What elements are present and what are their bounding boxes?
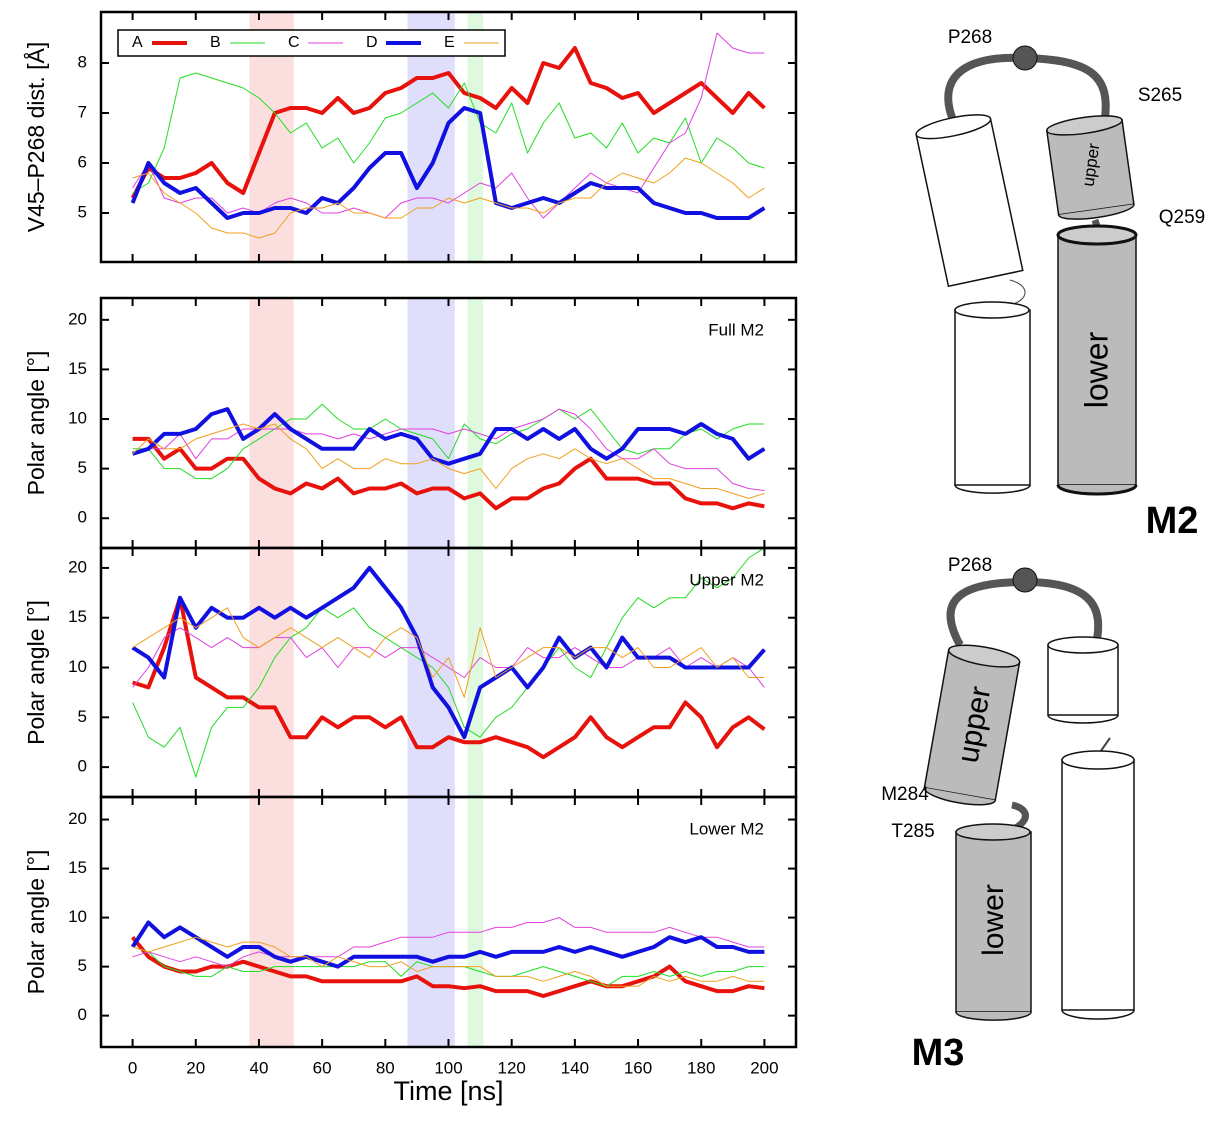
highlight-band [467, 548, 484, 797]
label: lower [977, 884, 1010, 956]
series-line [131, 407, 766, 466]
legend-label: B [210, 34, 221, 51]
x-tick-label: 40 [249, 1058, 268, 1077]
highlight-band [467, 797, 484, 1047]
panel-annotation: Full M2 [708, 320, 764, 339]
label: Q259 [1159, 207, 1205, 228]
y-axis-label: Polar angle [°] [23, 351, 49, 496]
y-tick-label: 8 [78, 52, 87, 71]
y-axis-label: Polar angle [°] [23, 850, 49, 995]
y-tick-label: 20 [68, 557, 87, 576]
series-line [130, 46, 766, 199]
y-tick-label: 5 [78, 956, 87, 975]
series-line [130, 106, 766, 220]
series-line [132, 436, 765, 511]
y-tick-label: 5 [78, 202, 87, 221]
highlight-band [407, 298, 455, 548]
series-line [132, 403, 765, 480]
label: M284 [881, 784, 929, 805]
x-tick-label: 20 [186, 1058, 205, 1077]
legend-label: E [444, 34, 455, 51]
diagram-title: M3 [912, 1032, 965, 1074]
series-line [132, 423, 765, 499]
link [1009, 279, 1026, 306]
label: lower [1078, 331, 1114, 408]
label: P268 [948, 27, 992, 48]
series-line [132, 547, 765, 778]
y-tick-label: 20 [68, 809, 87, 828]
x-axis-label: Time [ns] [393, 1076, 503, 1106]
y-tick-label: 6 [78, 152, 87, 171]
y-tick-label: 7 [78, 102, 87, 121]
series-line [132, 607, 765, 698]
series-line [132, 72, 765, 194]
x-tick-label: 80 [376, 1058, 395, 1077]
highlight-band [407, 797, 455, 1047]
y-tick-label: 10 [68, 409, 87, 428]
series-line [132, 936, 765, 987]
highlight-band [249, 548, 294, 797]
x-tick-label: 0 [128, 1058, 137, 1077]
y-tick-label: 10 [68, 657, 87, 676]
x-tick-label: 140 [561, 1058, 589, 1077]
y-tick-label: 15 [68, 607, 87, 626]
y-tick-label: 0 [78, 508, 87, 527]
y-tick-label: 15 [68, 359, 87, 378]
panel-annotation: Upper M2 [689, 570, 764, 589]
y-tick-label: 0 [78, 757, 87, 776]
series-line [131, 565, 766, 740]
x-tick-label: 180 [687, 1058, 715, 1077]
series-line [132, 917, 765, 968]
y-tick-label: 20 [68, 309, 87, 328]
series-line [130, 920, 765, 969]
cylinder [923, 644, 1021, 806]
cylinder [1061, 750, 1135, 1020]
m2-diagram: P268 S265 Q259 upper lower M2 [915, 27, 1205, 542]
series-line [132, 32, 765, 219]
y-tick-label: 10 [68, 907, 87, 926]
highlight-band [249, 797, 294, 1047]
series-line [132, 157, 765, 239]
diagram-title: M2 [1146, 500, 1199, 542]
x-tick-label: 120 [497, 1058, 525, 1077]
y-tick-label: 15 [68, 858, 87, 877]
residue-dot [1012, 567, 1038, 593]
cylinder [1056, 224, 1138, 496]
highlight-band [467, 12, 484, 262]
y-tick-label: 5 [78, 458, 87, 477]
y-tick-label: 0 [78, 1005, 87, 1024]
x-tick-label: 160 [624, 1058, 652, 1077]
legend-label: A [132, 34, 143, 51]
residue-dot [1012, 45, 1038, 71]
legend-label: C [288, 34, 300, 51]
x-tick-label: 200 [750, 1058, 778, 1077]
label: P268 [948, 555, 992, 576]
y-axis-label: V45–P268 dist. [Å] [22, 42, 49, 233]
cylinder [955, 823, 1032, 1021]
cylinder [915, 114, 1024, 288]
cylinder [1047, 636, 1119, 724]
cylinder [1045, 115, 1135, 220]
y-axis-label: Polar angle [°] [23, 600, 49, 745]
series-line [132, 595, 766, 760]
label: T285 [891, 821, 934, 842]
charts: 5 6 7 8 V45–P268 dist. [Å] A B C D E 0 5 10 15 20 Polar… [22, 10, 798, 1106]
series-line [132, 627, 765, 688]
x-tick-label: 60 [313, 1058, 332, 1077]
legend-label: D [366, 34, 378, 51]
highlight-band [467, 298, 484, 548]
m3-diagram: P268 M284 T285 upper lower M3 [881, 555, 1135, 1074]
label: S265 [1138, 85, 1182, 106]
y-tick-label: 5 [78, 707, 87, 726]
x-tick-label: 100 [434, 1058, 462, 1077]
cylinder [954, 301, 1031, 494]
panel-annotation: Lower M2 [689, 819, 764, 838]
